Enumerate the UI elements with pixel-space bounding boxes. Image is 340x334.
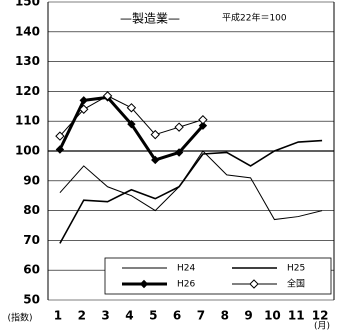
series-line [59,150,323,221]
marker [127,119,136,129]
marker [198,121,208,130]
y-tick-label: 150 [15,0,40,9]
x-tick-label: 8 [221,309,229,323]
x-tick-label: 7 [197,309,205,323]
y-tick-label: 120 [15,84,40,98]
x-tick-label: 1 [54,309,62,323]
x-tick-label: 4 [125,309,133,323]
x-tick-label: 9 [244,309,252,323]
y-tick-label: 140 [15,24,40,38]
x-tick-label: 5 [149,309,157,323]
x-tick-label: 3 [101,309,109,323]
y-tick-label: 100 [15,144,40,158]
marker [150,129,160,140]
y-tick-label: 90 [23,173,40,187]
series-line [59,139,323,244]
marker [139,279,149,289]
legend-label: 全国 [287,278,305,290]
marker [126,103,137,113]
legend-box [104,257,332,295]
x-tick-label: 12 [312,309,329,323]
y-tick-label: 60 [23,263,40,277]
x-tick-label: 11 [288,309,305,323]
marker [55,145,65,154]
marker [174,122,184,132]
y-tick-label: 130 [15,54,40,68]
marker [198,115,208,125]
y-axis-label: (指数) [7,312,32,324]
marker [79,96,88,105]
marker [55,131,65,141]
y-tick-label: 80 [23,203,40,217]
marker [174,148,184,157]
legend-label: H26 [177,280,195,290]
chart-subtitle: 平成22年＝100 [222,12,287,24]
marker [249,279,259,289]
y-tick-label: 70 [23,233,40,247]
marker [151,155,160,165]
y-tick-label: 50 [23,293,40,307]
x-axis-label: (月) [314,321,330,332]
marker [102,91,113,101]
y-tick-label: 110 [15,114,40,128]
legend-label: H25 [287,264,305,274]
legend-label: H24 [177,264,195,274]
marker [79,104,89,114]
x-tick-label: 10 [264,309,281,323]
x-tick-label: 2 [78,309,86,323]
chart-title: —製造業— [120,12,180,26]
x-tick-label: 6 [173,309,181,323]
